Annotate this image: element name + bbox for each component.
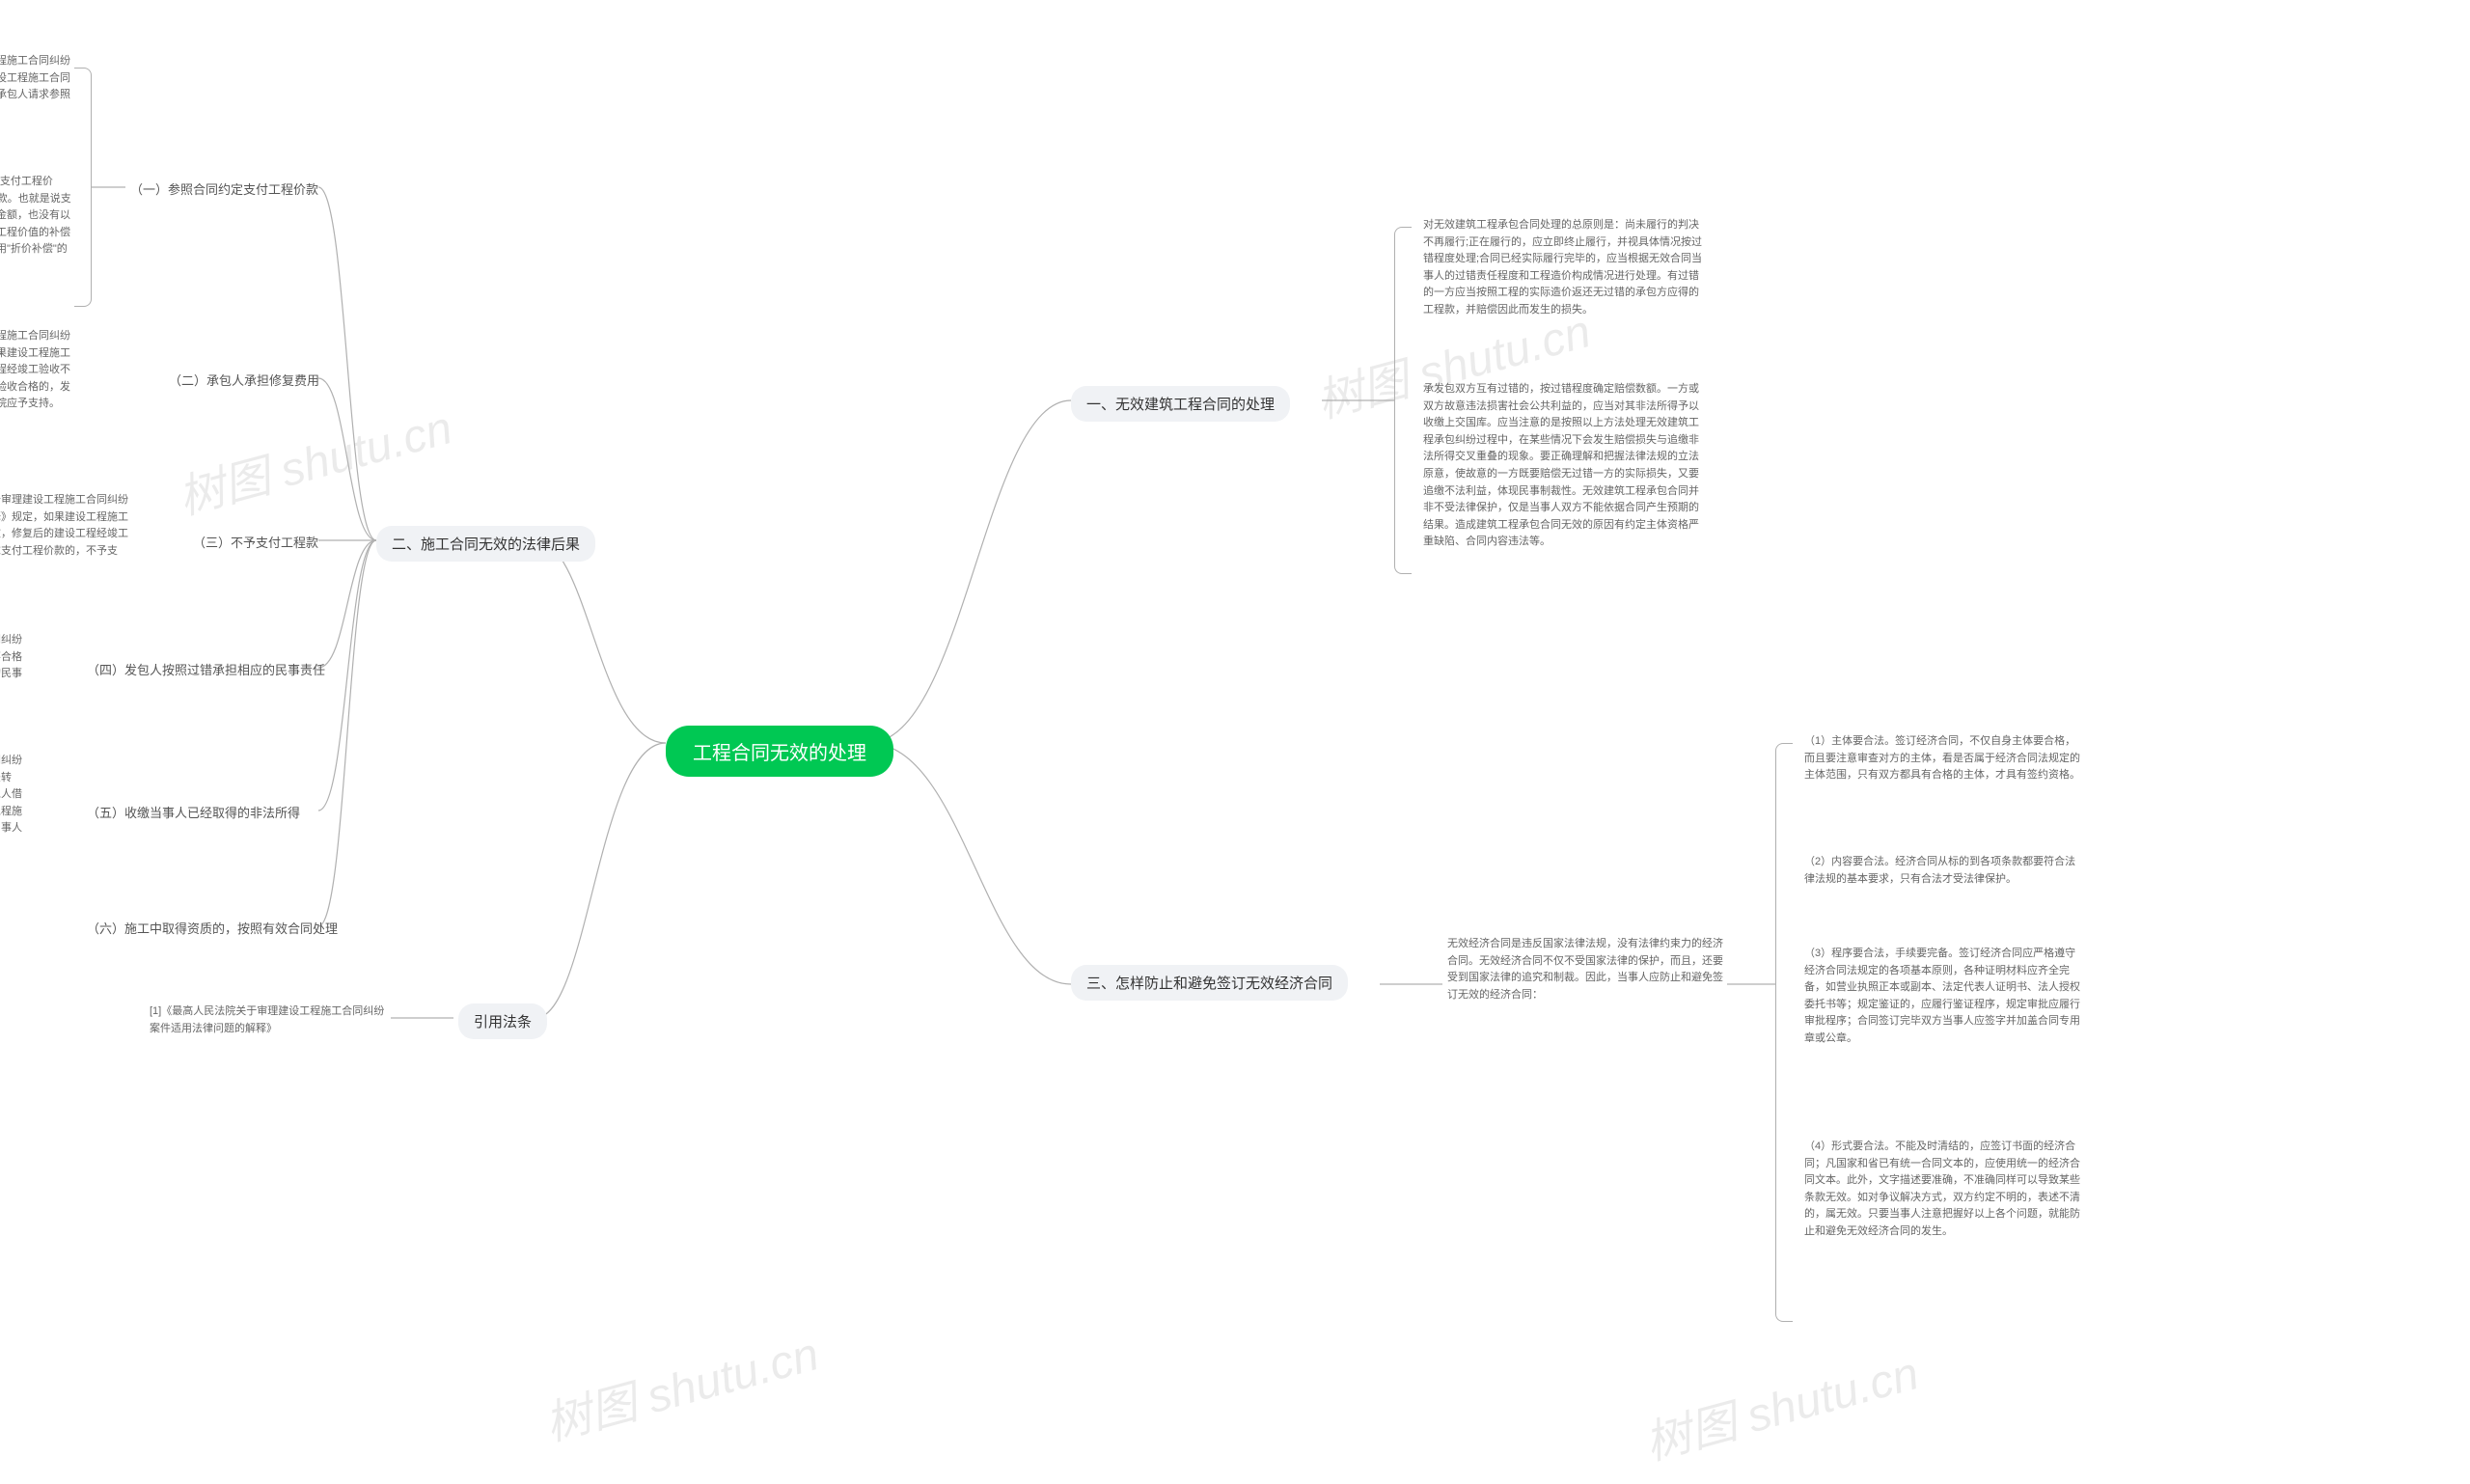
leaf-b3-3: （3）程序要合法，手续要完备。签订经济合同应严格遵守经济合同法规定的各项基本原则… [1804, 946, 2084, 1048]
watermark: 树图 shutu.cn [1636, 1335, 1925, 1473]
leaf-2-1-1: 根据最高人民法院《关于审理建设工程施工合同纠纷案件适用法律问题的解释》规定，建设… [0, 53, 77, 121]
watermark: 树图 shutu.cn [536, 1316, 825, 1454]
sub-2-4: （四）发包人按照过错承担相应的民事责任 [87, 660, 325, 678]
leaf-2-3-1: 根据最高人民法院《关于审理建设工程施工合同纠纷案件适用法律问题的解释》规定，如果… [0, 492, 135, 577]
leaf-2-1-2: 这里要充分注意，只是"参照合同约定支付工程价款"，而非"按照"合同约定支付工程价… [0, 174, 77, 276]
leaf-b1-1: 对无效建筑工程承包合同处理的总原则是：尚未履行的判决不再履行;正在履行的，应立即… [1423, 217, 1703, 319]
leaf-b3-intro: 无效经济合同是违反国家法律法规，没有法律约束力的经济合同。无效经济合同不仅不受国… [1447, 936, 1727, 1003]
sub-2-5: （五）收缴当事人已经取得的非法所得 [87, 803, 300, 821]
branch-2: 二、施工合同无效的法律后果 [376, 526, 595, 562]
connector-lines [0, 0, 2470, 1484]
sub-2-6: （六）施工中取得资质的，按照有效合同处理 [87, 919, 338, 937]
sub-2-3: （三）不予支付工程款 [193, 533, 318, 551]
sub-2-2: （二）承包人承担修复费用 [169, 371, 319, 389]
leaf-2-4-1: 根据最高人民法院《关于审理建设工程施工合同纠纷案件适用法律问题的解释》规定，因建… [0, 632, 29, 700]
center-node: 工程合同无效的处理 [666, 726, 893, 777]
branch-1: 一、无效建筑工程合同的处理 [1071, 386, 1290, 422]
watermark: 树图 shutu.cn [170, 390, 458, 528]
leaf-2-5-1: 根据最高人民法院《关于审理建设工程施工合同纠纷案件适用法律问题的解释》规定，在承… [0, 753, 29, 855]
leaf-b3-2: （2）内容要合法。经济合同从标的到各项条款都要符合法律法规的基本要求，只有合法才… [1804, 854, 2084, 888]
branch-cite: 引用法条 [458, 1003, 547, 1039]
leaf-2-2-1: 根据最高人民法院《关于审理建设工程施工合同纠纷案件适用法律问题的解释》规定，如果… [0, 328, 77, 413]
leaf-cite: [1]《最高人民法院关于审理建设工程施工合同纠纷案件适用法律问题的解释》 [150, 1003, 391, 1037]
bracket [1394, 227, 1412, 574]
leaf-b3-1: （1）主体要合法。签订经济合同，不仅自身主体要合格，而且要注意审查对方的主体，看… [1804, 733, 2084, 784]
leaf-b1-2: 承发包双方互有过错的，按过错程度确定赔偿数额。一方或双方故意违法损害社会公共利益… [1423, 381, 1703, 551]
branch-3: 三、怎样防止和避免签订无效经济合同 [1071, 965, 1348, 1001]
bracket [1775, 743, 1793, 1322]
sub-2-1: （一）参照合同约定支付工程价款 [130, 179, 318, 198]
leaf-b3-4: （4）形式要合法。不能及时清结的，应签订书面的经济合同；凡国家和省已有统一合同文… [1804, 1139, 2084, 1241]
